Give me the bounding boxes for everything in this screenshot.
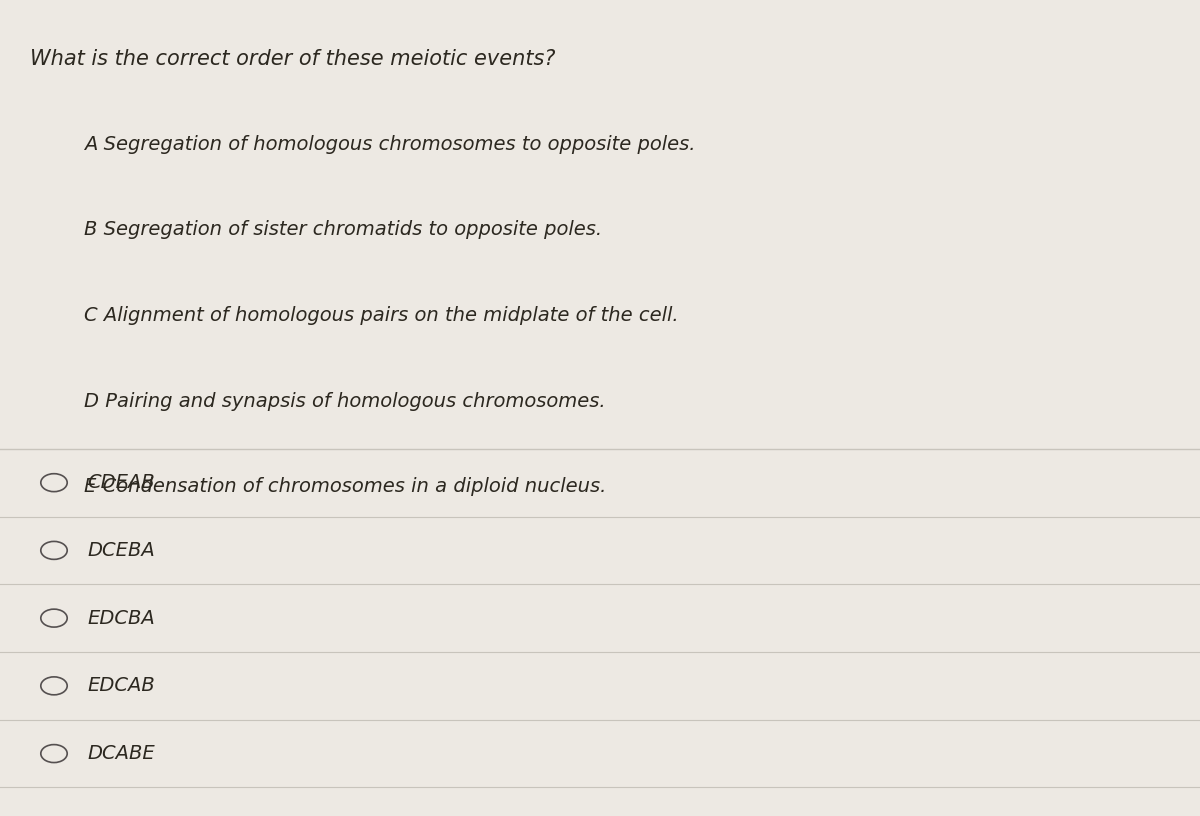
Text: D Pairing and synapsis of homologous chromosomes.: D Pairing and synapsis of homologous chr… [84, 392, 606, 410]
Bar [0, 517, 1200, 584]
Text: DCABE: DCABE [88, 744, 155, 763]
Bar [0, 652, 1200, 720]
Text: B Segregation of sister chromatids to opposite poles.: B Segregation of sister chromatids to op… [84, 220, 602, 239]
Text: C Alignment of homologous pairs on the midplate of the cell.: C Alignment of homologous pairs on the m… [84, 306, 679, 325]
Text: A Segregation of homologous chromosomes to opposite poles.: A Segregation of homologous chromosomes … [84, 135, 696, 153]
Bar [0, 449, 1200, 517]
Text: CDEAB: CDEAB [88, 473, 155, 492]
Text: EDCAB: EDCAB [88, 676, 155, 695]
Text: DCEBA: DCEBA [88, 541, 155, 560]
Text: EDCBA: EDCBA [88, 609, 155, 628]
Text: E Condensation of chromosomes in a diploid nucleus.: E Condensation of chromosomes in a diplo… [84, 477, 606, 496]
Bar [0, 584, 1200, 652]
Bar [0, 720, 1200, 787]
Text: What is the correct order of these meiotic events?: What is the correct order of these meiot… [30, 49, 556, 69]
